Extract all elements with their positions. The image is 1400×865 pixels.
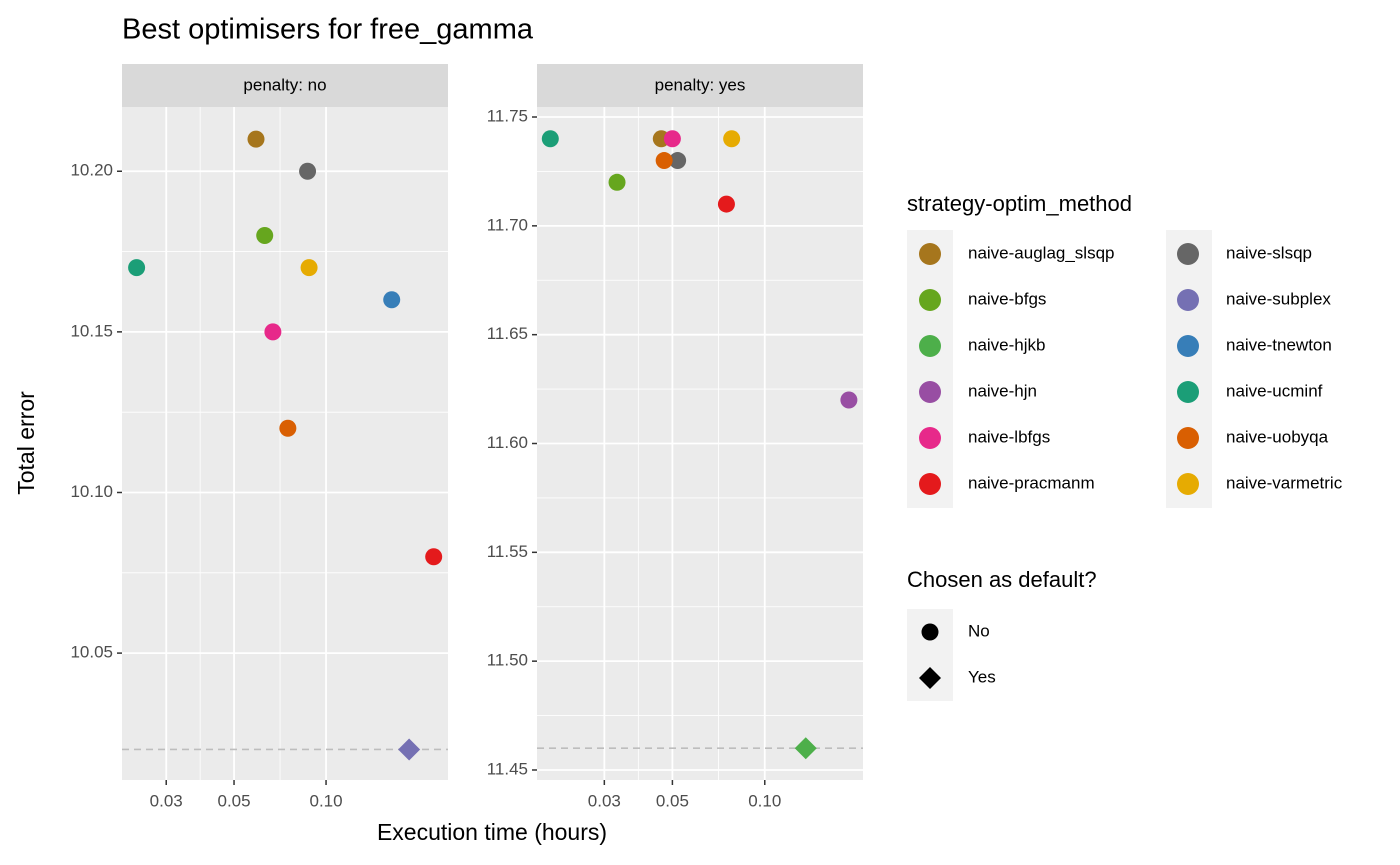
point bbox=[608, 173, 626, 191]
legend-label: naive-ucminf bbox=[1226, 381, 1323, 400]
legend-key bbox=[919, 381, 941, 403]
y-axis-label: Total error bbox=[13, 391, 39, 495]
point bbox=[723, 130, 741, 148]
legend-label: naive-hjn bbox=[968, 381, 1037, 400]
point bbox=[663, 130, 681, 148]
panel-bg bbox=[122, 107, 448, 780]
legend-key bbox=[919, 667, 941, 689]
y-tick-label: 11.70 bbox=[487, 215, 528, 234]
legend-label: naive-hjkb bbox=[968, 335, 1046, 354]
legend-key bbox=[919, 473, 941, 495]
x-tick-label: 0.10 bbox=[310, 791, 343, 810]
point bbox=[794, 737, 817, 760]
point bbox=[840, 391, 858, 409]
point bbox=[383, 291, 401, 309]
x-tick-label: 0.03 bbox=[150, 791, 183, 810]
legend-key bbox=[919, 335, 941, 357]
legend-key bbox=[919, 243, 941, 265]
x-tick-label: 0.05 bbox=[217, 791, 250, 810]
legend-key bbox=[919, 289, 941, 311]
y-tick-label: 11.60 bbox=[487, 433, 528, 452]
legend-label: No bbox=[968, 621, 990, 640]
strip bbox=[537, 64, 863, 107]
legend-label: naive-lbfgs bbox=[968, 427, 1050, 446]
y-tick-label: 11.55 bbox=[487, 542, 528, 561]
x-tick-label: 0.05 bbox=[656, 791, 689, 810]
point bbox=[655, 152, 673, 170]
legend-title: Chosen as default? bbox=[907, 567, 1097, 592]
y-tick-label: 11.45 bbox=[487, 759, 528, 778]
x-axis-label: Execution time (hours) bbox=[377, 819, 607, 845]
strip-label: penalty: yes bbox=[655, 75, 746, 94]
legend-key bbox=[1177, 381, 1199, 403]
legend-key bbox=[1177, 289, 1199, 311]
y-tick-label: 10.10 bbox=[70, 482, 113, 501]
point bbox=[279, 419, 297, 437]
legend-label: naive-bfgs bbox=[968, 289, 1046, 308]
point bbox=[247, 130, 265, 148]
y-tick-label: 11.50 bbox=[487, 651, 528, 670]
point bbox=[300, 259, 318, 277]
y-tick-label: 11.65 bbox=[487, 324, 528, 343]
y-tick-label: 10.15 bbox=[70, 321, 113, 340]
point bbox=[669, 152, 687, 170]
strip bbox=[122, 64, 448, 107]
point bbox=[717, 195, 735, 213]
point bbox=[398, 738, 421, 761]
point bbox=[264, 323, 282, 341]
y-tick-label: 11.75 bbox=[487, 106, 528, 125]
point bbox=[256, 226, 274, 244]
legend-key bbox=[1177, 335, 1199, 357]
legend-label: naive-subplex bbox=[1226, 289, 1331, 308]
legend-label: naive-pracmanm bbox=[968, 473, 1095, 492]
legend-label: Yes bbox=[968, 667, 996, 686]
legend-label: naive-uobyqa bbox=[1226, 427, 1329, 446]
legend-label: naive-slsqp bbox=[1226, 243, 1312, 262]
point bbox=[541, 130, 559, 148]
legend-key-bg bbox=[1166, 230, 1212, 508]
legend-key bbox=[919, 427, 941, 449]
x-tick-label: 0.03 bbox=[588, 791, 621, 810]
point bbox=[299, 162, 317, 180]
legend-title: strategy-optim_method bbox=[907, 191, 1132, 216]
legend-label: naive-auglag_slsqp bbox=[968, 243, 1115, 262]
y-tick-label: 10.05 bbox=[70, 643, 113, 662]
point bbox=[128, 259, 146, 277]
legend-key bbox=[1177, 427, 1199, 449]
legend-key bbox=[921, 623, 939, 641]
legend-label: naive-varmetric bbox=[1226, 473, 1343, 492]
legend-key bbox=[1177, 243, 1199, 265]
point bbox=[425, 548, 443, 566]
x-tick-label: 0.10 bbox=[748, 791, 781, 810]
legend-key-bg bbox=[907, 230, 953, 508]
chart-title: Best optimisers for free_gamma bbox=[122, 14, 534, 46]
y-tick-label: 10.20 bbox=[70, 161, 113, 180]
legend-label: naive-tnewton bbox=[1226, 335, 1332, 354]
strip-label: penalty: no bbox=[243, 75, 326, 94]
legend-key bbox=[1177, 473, 1199, 495]
